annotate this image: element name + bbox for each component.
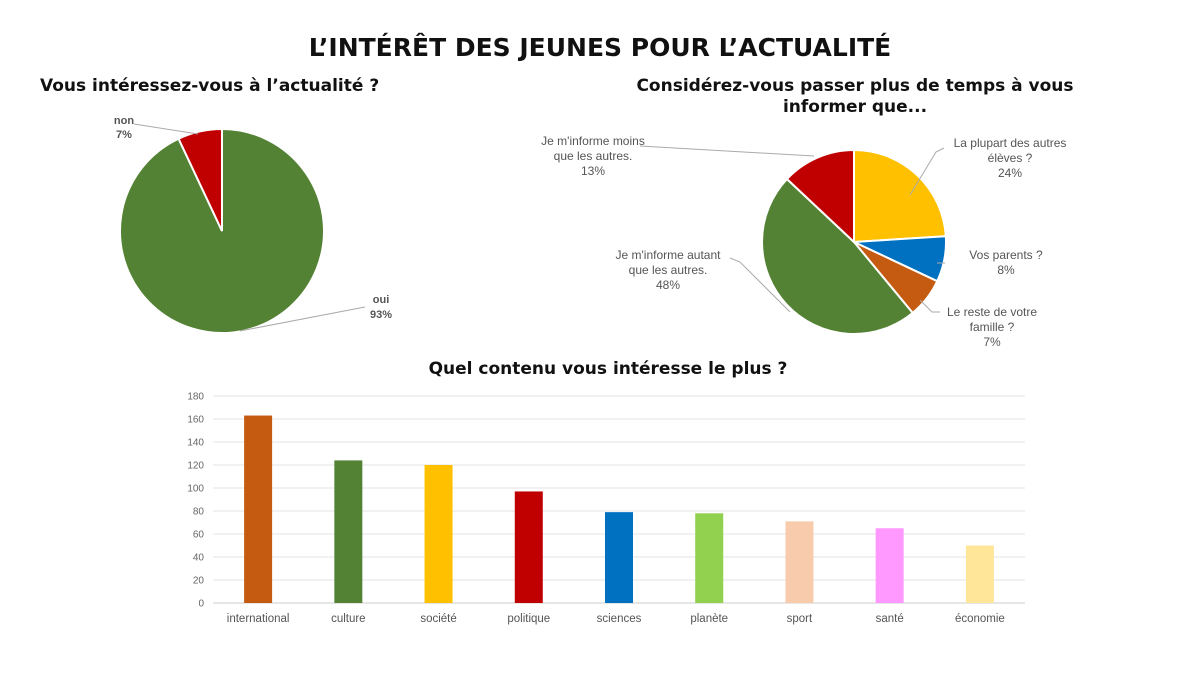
x-tick-label: économie: [955, 613, 1005, 625]
bar-politique: [514, 491, 543, 603]
leader-line: [239, 306, 366, 332]
pie2-title-line1: Considérez-vous passer plus de temps à v…: [636, 76, 1073, 96]
pie2-label-autant-2: que les autres.: [629, 263, 708, 277]
pie2-slice-4: [785, 148, 855, 245]
pie1-value-non: 7%: [116, 129, 132, 141]
x-tick-label: santé: [876, 613, 904, 625]
pie2-label-eleves-2: élèves ?: [988, 151, 1033, 165]
y-tick-label: 0: [198, 599, 204, 610]
bar-chart: 0 20 40 60 80 100 120 140 160 180 international cul…: [187, 392, 1025, 625]
x-tick-label: planète: [690, 613, 728, 625]
pie2-value-famille: 7%: [983, 335, 1001, 349]
pie2-label-parents: Vos parents ?: [969, 248, 1043, 262]
x-tick-label: politique: [507, 613, 550, 625]
y-tick-label: 60: [193, 530, 205, 541]
pie2-label-moins-2: que les autres.: [554, 149, 633, 163]
x-tick-label: international: [227, 613, 290, 625]
y-tick-label: 20: [193, 576, 205, 587]
bar-économie: [965, 545, 994, 603]
y-tick-label: 40: [193, 553, 205, 564]
pie2-value-autant: 48%: [656, 278, 680, 292]
x-tick-label: sport: [787, 613, 813, 625]
bar-société: [424, 465, 453, 603]
bar-title: Quel contenu vous intéresse le plus ?: [429, 359, 788, 379]
main-title: L’INTÉRÊT DES JEUNES POUR L’ACTUALITÉ: [309, 33, 892, 62]
bar-sciences: [605, 512, 633, 603]
pie1-slice-1: [177, 127, 223, 232]
leader-line: [133, 123, 199, 135]
pie1-label-oui: oui: [373, 294, 390, 306]
y-tick-label: 140: [187, 438, 204, 449]
pie2-slice-0: [853, 148, 947, 244]
x-tick-label: sciences: [597, 613, 642, 625]
pie2-slice-3: [761, 177, 915, 335]
pie2-title-line2: informer que...: [783, 97, 927, 117]
x-tick-label: culture: [331, 613, 366, 625]
bar-culture: [334, 460, 363, 603]
pie2-label-eleves-1: La plupart des autres: [954, 136, 1067, 150]
bar-sport: [785, 521, 814, 603]
pie2-value-parents: 8%: [997, 263, 1015, 277]
pie1-label-non: non: [114, 115, 134, 127]
pie2-label-famille-1: Le reste de votre: [947, 305, 1037, 319]
pie1-value-oui: 93%: [370, 309, 392, 321]
y-tick-label: 80: [193, 507, 205, 518]
pie2-value-moins: 13%: [581, 164, 605, 178]
pie2: [761, 148, 947, 335]
pie2-label-moins-1: Je m'informe moins: [541, 134, 645, 148]
pie1-title: Vous intéressez-vous à l’actualité ?: [40, 76, 379, 96]
y-tick-label: 180: [187, 392, 204, 403]
y-tick-label: 100: [187, 484, 204, 495]
y-tick-label: 160: [187, 415, 204, 426]
pie2-label-famille-2: famille ?: [970, 320, 1015, 334]
pie1: [119, 127, 325, 334]
leader-lines: [639, 145, 945, 313]
y-tick-label: 120: [187, 461, 204, 472]
x-tick-label: société: [420, 613, 456, 625]
bar-international: [244, 415, 273, 603]
bar-santé: [875, 528, 904, 603]
pie2-value-eleves: 24%: [998, 166, 1022, 180]
bar-planète: [695, 513, 724, 603]
pie2-label-autant-1: Je m'informe autant: [615, 248, 721, 262]
